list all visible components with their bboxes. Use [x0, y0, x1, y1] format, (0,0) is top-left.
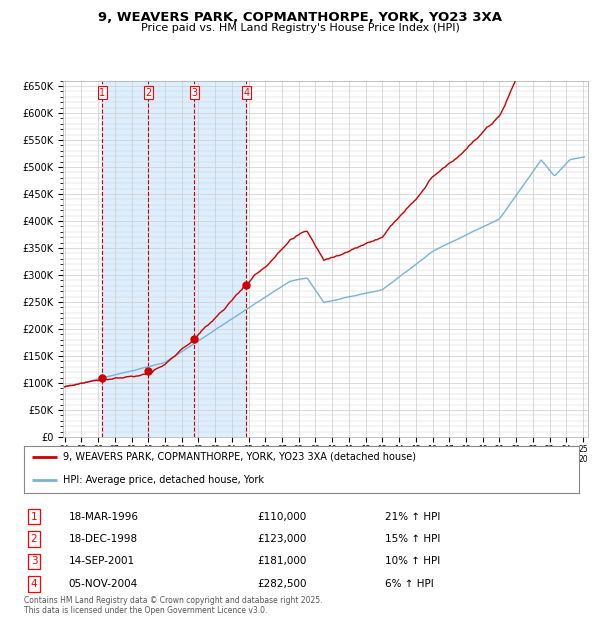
- Text: 9, WEAVERS PARK, COPMANTHORPE, YORK, YO23 3XA: 9, WEAVERS PARK, COPMANTHORPE, YORK, YO2…: [98, 11, 502, 24]
- Text: 2: 2: [31, 534, 37, 544]
- Text: 2: 2: [145, 88, 151, 98]
- Text: 15% ↑ HPI: 15% ↑ HPI: [385, 534, 440, 544]
- Text: 14-SEP-2001: 14-SEP-2001: [68, 557, 134, 567]
- Text: 4: 4: [244, 88, 250, 98]
- Text: 05-NOV-2004: 05-NOV-2004: [68, 579, 137, 589]
- Text: HPI: Average price, detached house, York: HPI: Average price, detached house, York: [63, 475, 264, 485]
- Text: 18-MAR-1996: 18-MAR-1996: [68, 512, 139, 521]
- Bar: [194, 81, 246, 437]
- Text: £181,000: £181,000: [257, 557, 307, 567]
- Text: 10% ↑ HPI: 10% ↑ HPI: [385, 557, 440, 567]
- Text: £282,500: £282,500: [257, 579, 307, 589]
- Text: This data is licensed under the Open Government Licence v3.0.: This data is licensed under the Open Gov…: [24, 606, 268, 614]
- Text: 3: 3: [191, 88, 197, 98]
- Text: Price paid vs. HM Land Registry's House Price Index (HPI): Price paid vs. HM Land Registry's House …: [140, 23, 460, 33]
- Text: £110,000: £110,000: [257, 512, 307, 521]
- Text: 4: 4: [31, 579, 37, 589]
- Bar: [101, 81, 148, 437]
- Text: Contains HM Land Registry data © Crown copyright and database right 2025.: Contains HM Land Registry data © Crown c…: [24, 596, 323, 604]
- Text: 3: 3: [31, 557, 37, 567]
- Text: 21% ↑ HPI: 21% ↑ HPI: [385, 512, 440, 521]
- Text: 9, WEAVERS PARK, COPMANTHORPE, YORK, YO23 3XA (detached house): 9, WEAVERS PARK, COPMANTHORPE, YORK, YO2…: [63, 451, 416, 462]
- Text: 1: 1: [31, 512, 37, 521]
- Text: £123,000: £123,000: [257, 534, 307, 544]
- Text: 6% ↑ HPI: 6% ↑ HPI: [385, 579, 433, 589]
- Text: 1: 1: [99, 88, 105, 98]
- Text: 18-DEC-1998: 18-DEC-1998: [68, 534, 137, 544]
- Bar: [148, 81, 194, 437]
